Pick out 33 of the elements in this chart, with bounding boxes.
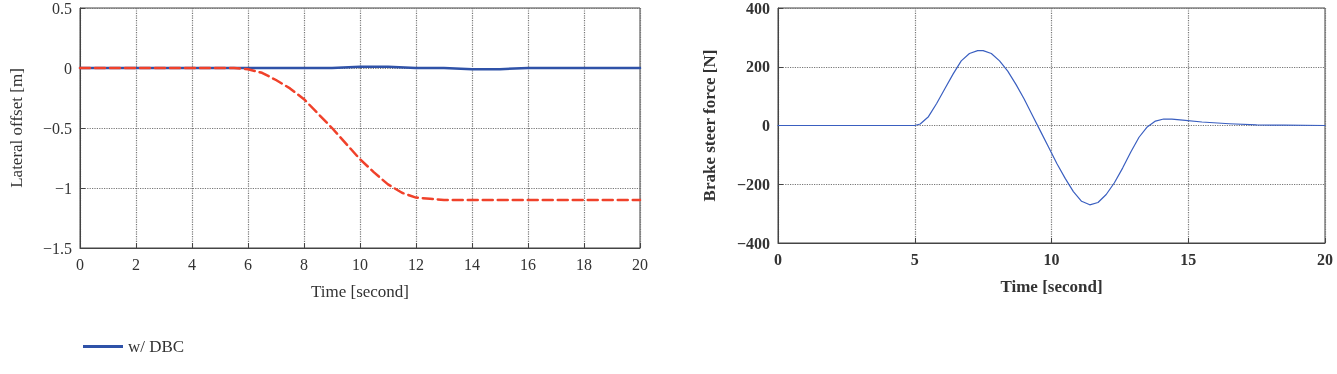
y-tick-label: 0 [64, 59, 72, 77]
y-tick-label: 400 [746, 0, 770, 17]
line-series [78, 66, 642, 202]
x-tick-label: 8 [300, 255, 308, 273]
x-tick-label: 10 [352, 255, 368, 273]
x-axis-title: Time [second] [1000, 277, 1103, 296]
y-axis-title: Brake steer force [N] [700, 49, 719, 202]
x-tick-label: 20 [632, 255, 648, 273]
x-tick-label: 5 [910, 250, 919, 268]
y-tick-label: 0.5 [52, 0, 72, 17]
x-tick-label: 16 [520, 255, 536, 273]
x-tick-label: 18 [576, 255, 592, 273]
y-tick-label: −1 [54, 179, 72, 197]
x-tick-label: 6 [244, 255, 252, 273]
x-tick-label: 2 [132, 255, 140, 273]
x-tick-label: 10 [1043, 250, 1060, 268]
x-tick-label: 14 [464, 255, 480, 273]
y-tick-label: −400 [736, 234, 770, 252]
y-tick-label: −1.5 [42, 239, 72, 257]
y-tick-label: −0.5 [42, 119, 72, 137]
x-tick-label: 0 [76, 255, 84, 273]
x-tick-label: 15 [1180, 250, 1197, 268]
y-tick-label: 200 [746, 58, 770, 76]
x-tick-label: 12 [408, 255, 424, 273]
y-tick-label: 0 [762, 117, 770, 134]
x-tick-label: 0 [774, 250, 782, 268]
x-axis-title: Time [second] [310, 282, 410, 301]
y-axis-title: Lateral offset [m] [7, 68, 26, 188]
x-tick-label: 20 [1317, 250, 1333, 268]
x-tick-label: 4 [188, 255, 196, 273]
y-tick-label: −200 [736, 175, 770, 193]
legend-label: w/ DBC [128, 337, 185, 356]
line-series [777, 49, 1326, 206]
